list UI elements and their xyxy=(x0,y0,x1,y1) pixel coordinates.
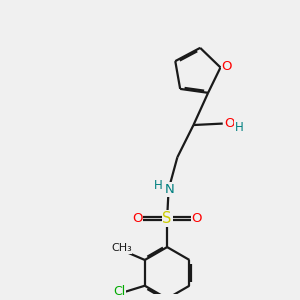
Text: S: S xyxy=(162,211,172,226)
Text: O: O xyxy=(132,212,142,225)
Text: O: O xyxy=(192,212,202,225)
Text: O: O xyxy=(222,59,232,73)
Text: O: O xyxy=(224,117,234,130)
Text: H: H xyxy=(235,121,243,134)
Text: Cl: Cl xyxy=(113,285,125,298)
Text: CH₃: CH₃ xyxy=(111,243,132,253)
Text: N: N xyxy=(165,183,175,196)
Text: H: H xyxy=(154,179,163,192)
